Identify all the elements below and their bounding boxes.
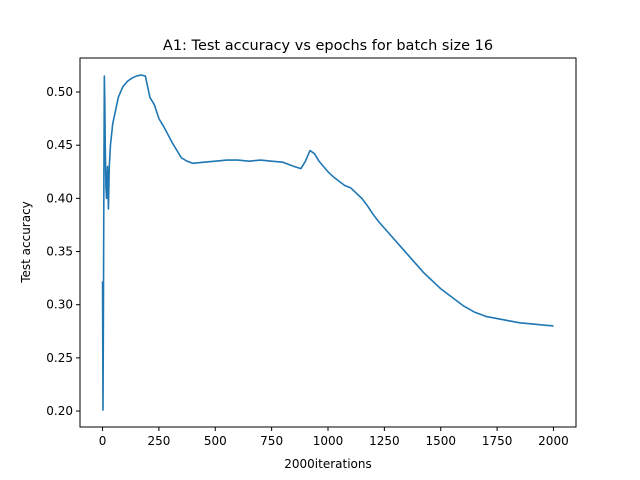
x-tick-label: 1000 [313, 434, 344, 448]
y-tick-label: 0.20 [46, 404, 73, 418]
y-tick-label: 0.45 [46, 138, 73, 152]
x-tick-label: 2000 [538, 434, 569, 448]
y-axis-label: Test accuracy [19, 201, 33, 284]
x-tick-label: 250 [147, 434, 170, 448]
y-tick-label: 0.50 [46, 85, 73, 99]
x-axis: 0 250 500 750 1000 1250 1500 1750 2000 [99, 427, 569, 448]
x-tick-label: 1500 [425, 434, 456, 448]
plot-area [101, 74, 554, 411]
y-axis: 0.20 0.25 0.30 0.35 0.40 0.45 0.50 [46, 85, 80, 418]
x-tick-label: 500 [204, 434, 227, 448]
x-axis-label: 2000iterations [284, 457, 372, 471]
series-line-0 [101, 74, 554, 411]
y-tick-label: 0.25 [46, 351, 73, 365]
x-tick-label: 0 [99, 434, 107, 448]
x-tick-label: 1750 [482, 434, 513, 448]
y-tick-label: 0.35 [46, 245, 73, 259]
x-tick-label: 1250 [369, 434, 400, 448]
x-tick-label: 750 [260, 434, 283, 448]
y-tick-label: 0.30 [46, 298, 73, 312]
y-tick-label: 0.40 [46, 191, 73, 205]
chart-title: A1: Test accuracy vs epochs for batch si… [163, 38, 493, 54]
